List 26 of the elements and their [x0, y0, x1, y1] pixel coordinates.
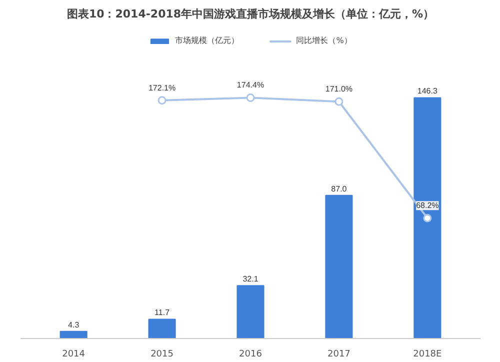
bar [148, 318, 176, 338]
chart-title: 图表10：2014-2018年中国游戏直播市场规模及增长（单位：亿元，%） [66, 8, 434, 20]
data-label: 68.2% [416, 201, 439, 210]
x-tick-label: 2015 [150, 350, 174, 360]
x-tick-label: 2018E [413, 350, 442, 360]
data-label: 32.1 [242, 274, 259, 284]
point [334, 97, 344, 106]
data-label: 171.0% [325, 84, 353, 94]
x-tick-label: 2014 [62, 350, 86, 360]
legend-label: 同比增长（%） [296, 35, 352, 46]
data-label: 172.1% [148, 83, 176, 92]
point [158, 96, 166, 105]
point [423, 214, 432, 222]
x-tick-label: 2017 [328, 350, 350, 360]
data-label: 174.4% [236, 80, 264, 90]
data-label: 146.3 [417, 86, 438, 96]
legend-label: 市场规模（亿元） [175, 35, 240, 46]
data-label: 87.0 [331, 184, 348, 194]
bar [236, 285, 264, 338]
data-label: 4.3 [68, 320, 80, 330]
bar [325, 194, 353, 338]
x-tick-label: 2016 [239, 350, 262, 360]
bar [414, 97, 442, 338]
point [246, 93, 255, 102]
bar [60, 330, 88, 338]
data-label: 11.7 [154, 308, 170, 318]
